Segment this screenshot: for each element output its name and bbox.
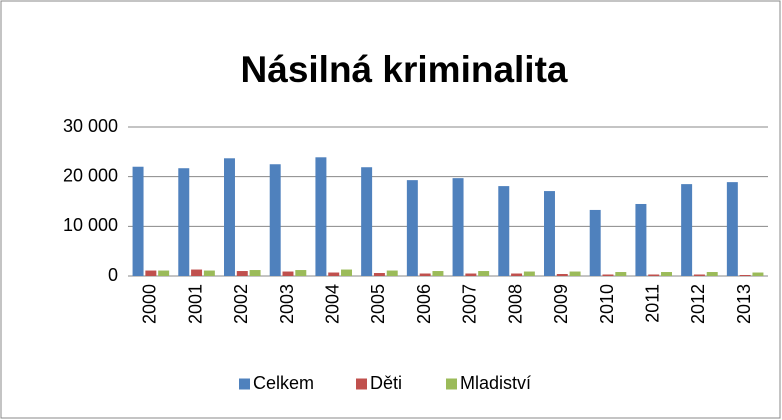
bar: [236, 271, 248, 276]
bar: [452, 178, 464, 276]
bar: [544, 191, 555, 276]
y-tick-label: 0: [108, 265, 118, 285]
x-tick-label: 2001: [185, 284, 205, 324]
bar: [145, 270, 157, 276]
bar: [681, 184, 693, 276]
bar: [386, 270, 398, 276]
bar: [282, 271, 294, 276]
bar: [556, 274, 568, 276]
bar: [511, 273, 523, 276]
bar: [693, 274, 705, 276]
x-tick-label: 2006: [414, 284, 434, 324]
bar: [706, 272, 718, 276]
bar: [315, 157, 327, 276]
x-tick-label: 2000: [140, 284, 160, 324]
bar: [373, 273, 385, 276]
bar: [661, 272, 672, 276]
y-tick-label: 10 000: [63, 215, 118, 235]
bar: [158, 270, 170, 276]
x-tick-label: 2008: [505, 284, 525, 324]
x-tick-label: 2002: [231, 284, 251, 324]
legend-label: Celkem: [253, 373, 314, 393]
bar: [132, 166, 144, 276]
bar: [419, 273, 431, 276]
x-tick-label: 2009: [551, 284, 571, 324]
bar: [602, 274, 614, 276]
bar: [648, 274, 660, 276]
legend-swatch: [239, 378, 250, 390]
bar: [249, 270, 261, 276]
legend-label: Mladiství: [460, 373, 531, 393]
x-tick-label: 2012: [688, 284, 708, 324]
bar: [361, 167, 373, 276]
bar: [478, 271, 490, 276]
bar: [589, 209, 601, 276]
legend-label: Děti: [370, 373, 402, 393]
bar: [406, 180, 418, 276]
bar: [224, 158, 235, 276]
x-tick-label: 2005: [368, 284, 388, 324]
bar: [432, 271, 444, 276]
x-tick-label: 2003: [277, 284, 297, 324]
bar: [752, 272, 764, 276]
bar: [178, 168, 190, 276]
chart-title: Násilná kriminalita: [241, 49, 568, 90]
bar: [569, 271, 581, 276]
x-tick-label: 2004: [322, 284, 342, 324]
bar: [269, 164, 281, 276]
bar: [523, 271, 535, 276]
bar: [295, 270, 307, 276]
x-tick-label: 2010: [597, 284, 617, 324]
y-tick-label: 20 000: [63, 165, 118, 185]
bar: [739, 275, 751, 276]
bar: [635, 203, 647, 276]
y-tick-label: 30 000: [63, 116, 118, 136]
x-tick-label: 2013: [734, 284, 754, 324]
bar: [328, 272, 340, 276]
x-tick-label: 2011: [642, 284, 662, 323]
legend-swatch: [446, 378, 457, 390]
bar: [341, 269, 352, 276]
x-tick-label: 2007: [460, 284, 480, 324]
bar: [498, 186, 510, 276]
bar: [726, 182, 738, 276]
bar: [191, 269, 203, 276]
bar: [465, 273, 477, 276]
bar: [615, 272, 627, 276]
legend-swatch: [356, 378, 367, 390]
bar: [203, 270, 215, 276]
